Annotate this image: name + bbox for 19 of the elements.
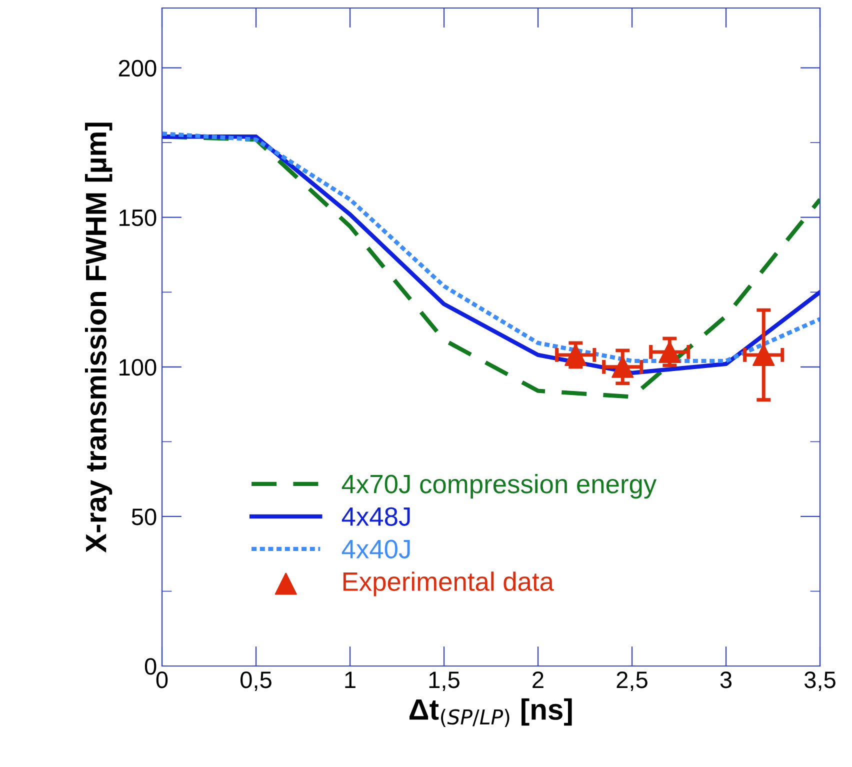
y-tick-label: 150 bbox=[120, 209, 156, 226]
x-tick-label: 3,5 bbox=[804, 671, 836, 691]
legend-label: 4x40J bbox=[342, 540, 410, 558]
x-tick-label: 2 bbox=[532, 671, 544, 688]
x-tick-label: 1 bbox=[345, 672, 356, 688]
legend-label: 4x70J compression energy bbox=[342, 474, 657, 499]
y-tick-label: 100 bbox=[120, 358, 156, 376]
legend-label: Experimental data bbox=[343, 572, 554, 596]
x-axis-title: Δt$_{(SP/LP)}$ [ns] bbox=[409, 698, 572, 728]
x-tick-label: 0 bbox=[156, 671, 168, 688]
x-tick-label: 2,5 bbox=[616, 671, 648, 691]
y-axis-title: X-ray transmission FWHM [µm] bbox=[84, 122, 112, 553]
y-tick-label: 50 bbox=[132, 508, 156, 526]
x-tick-label: 0,5 bbox=[240, 671, 272, 691]
legend-label: 4x48J bbox=[342, 507, 410, 526]
y-tick-label: 200 bbox=[118, 60, 156, 77]
y-tick-label: 0 bbox=[144, 658, 156, 675]
x-tick-label: 1,5 bbox=[429, 672, 460, 691]
x-tick-label: 3 bbox=[720, 671, 732, 688]
